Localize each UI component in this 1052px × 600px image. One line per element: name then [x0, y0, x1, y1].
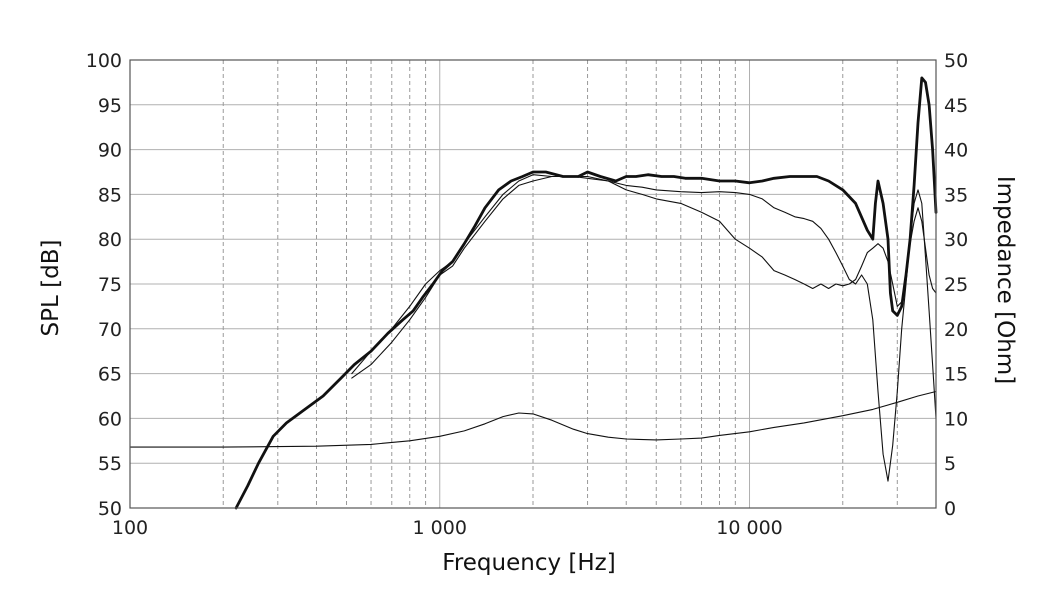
- y2-tick-label: 20: [944, 319, 968, 341]
- y2-tick-label: 0: [944, 498, 956, 520]
- tick-labels: 50 55 60 65 70 75 80 85 90 95 100 0 5 10 15 20 25 30 35 40 4…: [86, 50, 968, 539]
- y-tick-label: 100: [86, 50, 122, 72]
- spl-curve-2: [351, 174, 937, 482]
- x-tick-label: 10 000: [716, 517, 782, 539]
- y-tick-label: 65: [98, 364, 122, 386]
- y-tick-label: 80: [98, 229, 122, 251]
- y-tick-label: 95: [98, 95, 122, 117]
- x-axis-title: Frequency [Hz]: [442, 550, 615, 576]
- spl-curve-1: [234, 76, 938, 510]
- y2-tick-label: 10: [944, 408, 968, 430]
- y-tick-label: 85: [98, 184, 122, 206]
- y2-tick-label: 35: [944, 184, 968, 206]
- y-tick-label: 60: [98, 408, 122, 430]
- impedance-curve: [129, 390, 937, 448]
- y-axis-title: SPL [dB]: [38, 240, 64, 337]
- y2-tick-label: 30: [944, 229, 968, 251]
- grid-lines: [130, 59, 936, 509]
- y2-axis-title: Impedance [Ohm]: [992, 176, 1018, 384]
- y-tick-label: 50: [98, 498, 122, 520]
- y2-tick-label: 45: [944, 95, 968, 117]
- spl-curve-3: [351, 175, 937, 379]
- plot-frame: [129, 59, 937, 509]
- y-tick-label: 55: [98, 453, 122, 475]
- plot-curves: [129, 76, 938, 510]
- y-tick-label: 70: [98, 319, 122, 341]
- y2-tick-label: 50: [944, 50, 968, 72]
- x-tick-label: 100: [112, 517, 148, 539]
- y2-tick-label: 5: [944, 453, 956, 475]
- y2-tick-label: 15: [944, 364, 968, 386]
- y2-tick-label: 25: [944, 274, 968, 296]
- y2-tick-label: 40: [944, 140, 968, 162]
- y-tick-label: 90: [98, 140, 122, 162]
- y-tick-label: 75: [98, 274, 122, 296]
- x-tick-label: 1 000: [413, 517, 467, 539]
